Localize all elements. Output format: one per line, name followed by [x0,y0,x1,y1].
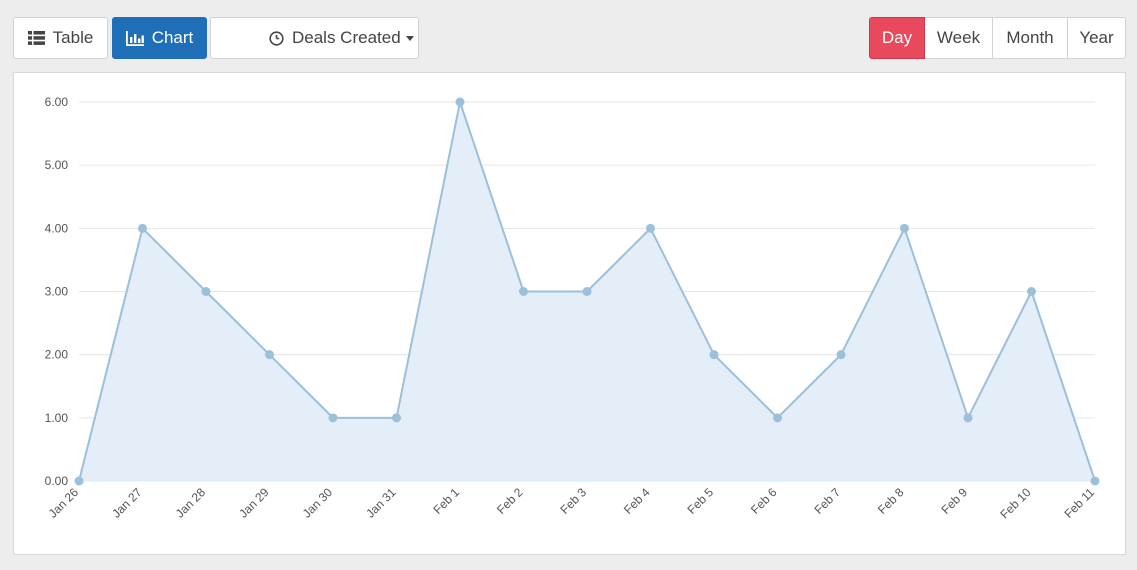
metric-dropdown[interactable]: Deals Created [210,17,419,59]
metric-dropdown-label: Deals Created [292,28,401,47]
x-tick-label: Feb 10 [997,485,1034,522]
period-day-button[interactable]: Day [869,17,925,59]
data-point[interactable] [138,223,147,233]
y-tick-label: 2.00 [45,348,69,362]
x-tick-label: Jan 30 [300,485,336,521]
x-tick-label: Feb 4 [621,485,653,517]
data-point[interactable] [455,97,465,107]
x-tick-label: Jan 26 [46,485,82,521]
bar-chart-icon [125,30,144,46]
table-view-button[interactable]: Table [13,17,108,59]
data-point[interactable] [582,287,592,296]
x-tick-label: Feb 3 [558,485,590,517]
period-month-button[interactable]: Month [993,17,1068,59]
data-point[interactable] [1027,287,1036,296]
data-point[interactable] [201,287,211,296]
data-point[interactable] [392,413,401,423]
data-point[interactable] [519,287,528,296]
y-tick-label: 6.00 [45,95,69,109]
x-tick-label: Jan 27 [109,485,145,521]
y-axis-ticks: 0.00 1.00 2.00 3.00 4.00 5.00 6.00 [45,95,69,488]
data-point[interactable] [709,350,719,360]
list-icon [27,31,45,45]
y-tick-label: 4.00 [45,221,69,235]
x-tick-label: Feb 5 [685,485,717,517]
x-tick-label: Feb 11 [1061,485,1097,521]
period-year-button[interactable]: Year [1068,17,1126,59]
x-tick-label: Jan 31 [363,485,399,521]
deals-area-chart: 0.001.002.003.004.005.006.00 Jan 26 Jan 2… [45,95,1100,522]
chart-view-label: Chart [151,28,194,47]
data-point[interactable] [1090,476,1100,486]
data-point[interactable] [74,476,84,486]
x-tick-label: Jan 29 [236,485,272,521]
x-tick-label: Feb 7 [812,485,844,517]
y-tick-label: 0.00 [45,474,69,488]
x-tick-label: Feb 2 [494,485,526,517]
x-tick-label: Feb 1 [431,485,463,517]
x-tick-label: Feb 8 [875,485,907,517]
x-axis-ticks: Jan 26 Jan 27 Jan 28 Jan 29 Jan 30 Jan 31 Feb … [46,485,1098,522]
data-point[interactable] [836,350,846,360]
x-tick-label: Feb 6 [748,485,780,517]
chart-panel: 0.00 1.00 2.00 3.00 4.00 5.00 6.00 Jan 26 Jan 2… [13,72,1126,555]
data-point[interactable] [265,350,274,360]
table-view-label: Table [52,28,94,47]
period-selector: Day Week Month Year [869,17,1126,59]
data-point[interactable] [900,223,909,233]
toolbar: Table Chart Deals Created Day [0,0,1137,72]
y-tick-label: 3.00 [45,285,69,299]
clock-icon [269,30,284,46]
x-tick-label: Jan 28 [173,485,209,521]
data-point[interactable] [328,413,338,423]
y-tick-label: 1.00 [45,411,69,425]
period-week-button[interactable]: Week [925,17,993,59]
data-points [74,97,1100,486]
chart-view-button[interactable]: Chart [112,17,207,59]
caret-down-icon [405,35,414,41]
y-tick-label: 5.00 [45,158,69,172]
data-point[interactable] [963,413,973,423]
data-point[interactable] [773,413,782,423]
data-point[interactable] [646,223,655,233]
x-tick-label: Feb 9 [939,485,971,517]
